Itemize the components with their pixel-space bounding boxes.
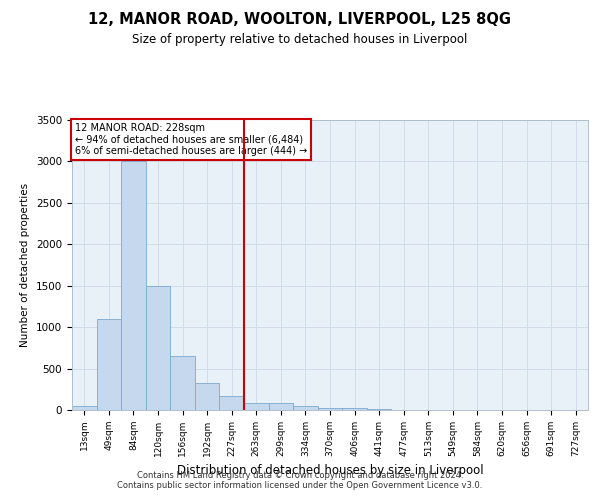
Bar	[367, 409, 391, 410]
Bar	[293, 406, 318, 410]
Bar	[146, 286, 170, 410]
Bar	[121, 162, 146, 410]
Bar	[318, 408, 342, 410]
X-axis label: Distribution of detached houses by size in Liverpool: Distribution of detached houses by size …	[176, 464, 484, 477]
Y-axis label: Number of detached properties: Number of detached properties	[20, 183, 31, 347]
Text: Contains HM Land Registry data © Crown copyright and database right 2024.
Contai: Contains HM Land Registry data © Crown c…	[118, 470, 482, 490]
Bar	[269, 404, 293, 410]
Bar	[195, 384, 220, 410]
Bar	[220, 396, 244, 410]
Bar	[342, 408, 367, 410]
Text: 12, MANOR ROAD, WOOLTON, LIVERPOOL, L25 8QG: 12, MANOR ROAD, WOOLTON, LIVERPOOL, L25 …	[89, 12, 511, 28]
Bar	[170, 356, 195, 410]
Text: Size of property relative to detached houses in Liverpool: Size of property relative to detached ho…	[133, 32, 467, 46]
Bar	[244, 402, 269, 410]
Text: 12 MANOR ROAD: 228sqm
← 94% of detached houses are smaller (6,484)
6% of semi-de: 12 MANOR ROAD: 228sqm ← 94% of detached …	[74, 123, 307, 156]
Bar	[72, 406, 97, 410]
Bar	[97, 319, 121, 410]
